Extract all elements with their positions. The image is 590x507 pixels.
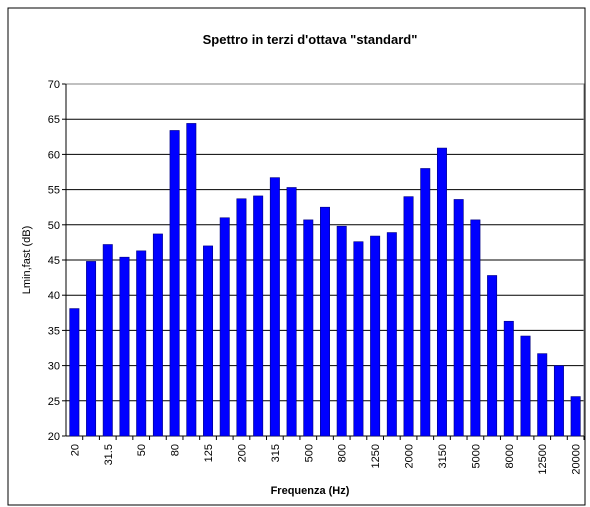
x-tick-label: 200 [236,444,248,462]
bar [269,177,280,437]
y-tick-label: 25 [48,396,60,408]
bar [69,308,80,437]
bar [370,235,381,437]
x-tick-label: 800 [337,444,349,462]
y-tick-label: 65 [48,114,60,126]
x-tick-label: 50 [136,444,148,456]
y-tick-label: 70 [48,79,60,91]
bar [186,123,197,437]
bar [253,195,264,437]
bar [320,206,330,437]
x-tick-label: 125 [203,444,215,462]
bar [403,196,414,437]
y-tick-label: 30 [48,361,60,373]
x-axis-title: Frequenza (Hz) [271,485,350,497]
bar [236,198,247,437]
x-tick-label: 31.5 [103,444,115,465]
x-tick-label: 500 [303,444,315,462]
y-axis-title: Lmin,fast (dB) [21,226,33,294]
bar [152,233,163,437]
bar [553,365,564,437]
bar [420,168,431,437]
chart-title: Spettro in terzi d'ottava "standard" [203,32,418,47]
bar [487,275,498,437]
x-tick-label: 12500 [537,444,549,475]
x-tick-label: 2000 [404,444,416,468]
x-tick-label: 80 [170,444,182,456]
bar [219,217,230,437]
x-tick-label: 1250 [370,444,382,468]
x-tick-label: 8000 [504,444,516,468]
bar [503,320,514,437]
x-tick-label: 20 [69,444,81,456]
x-tick-label: 315 [270,444,282,462]
bar [336,225,347,437]
y-tick-label: 60 [48,149,60,161]
bar [537,353,548,437]
y-tick-label: 20 [48,431,60,443]
y-tick-label: 55 [48,185,60,197]
bar [470,219,481,437]
bar [169,130,180,437]
bar [436,147,447,437]
bar [102,244,113,437]
x-tick-label: 3150 [437,444,449,468]
bar [386,232,397,437]
bar [520,335,531,437]
bar [86,261,97,437]
bar [570,396,581,437]
x-tick-label: 5000 [470,444,482,468]
bar [353,241,364,437]
bar [453,199,464,437]
bar [203,245,214,437]
bar [286,187,297,437]
y-tick-label: 50 [48,220,60,232]
bar [136,250,147,437]
bar [119,256,130,437]
x-tick-label: 20000 [571,444,583,475]
y-tick-label: 35 [48,325,60,337]
y-tick-label: 40 [48,290,60,302]
bar [303,219,314,437]
y-tick-label: 45 [48,255,60,267]
